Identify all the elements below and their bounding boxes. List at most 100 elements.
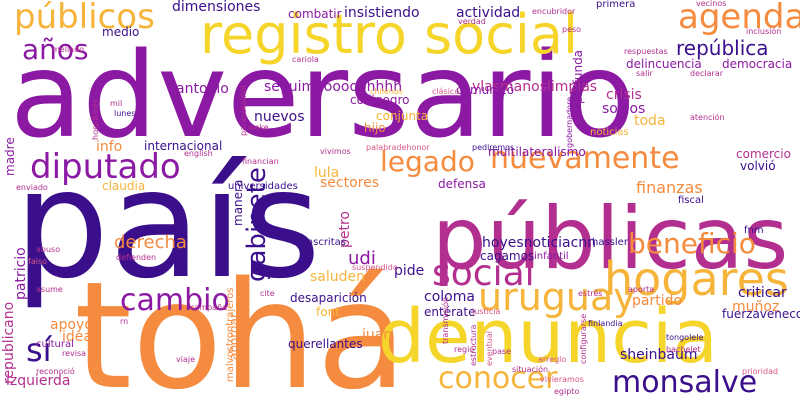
word-gobernadore: gobernadore — [565, 96, 574, 148]
word-querellantes: querellantes — [288, 337, 363, 351]
word-udi: udi — [348, 248, 376, 269]
word-madre: madre — [3, 137, 17, 176]
word-ylasmanoslimpias: ylasmanoslimpias — [472, 79, 598, 95]
word-monsalve: monsalve — [612, 365, 758, 400]
word-defienden: defienden — [116, 253, 157, 262]
word-antonio: antonio — [176, 81, 229, 97]
word-sheinbaum: sheinbaum — [620, 347, 698, 363]
word-bachelet: bachelet — [666, 345, 701, 354]
word-english: english — [184, 149, 213, 158]
word-mil: mil — [110, 99, 123, 108]
word-verdad: verdad — [458, 17, 486, 26]
word-codigoqro: códigoqro — [350, 93, 410, 107]
word-publicos: públicos — [14, 0, 155, 37]
word-conocer: conocer — [438, 361, 558, 396]
word-cagamos: cagamos — [480, 249, 535, 263]
word-adversario: adversario — [10, 26, 636, 164]
word-situacion: situación — [512, 365, 549, 374]
word-hogares: hogares — [604, 252, 789, 306]
word-primera: primera — [596, 0, 636, 10]
word-profunda: profunda — [571, 49, 585, 104]
word-volvio: volvió — [740, 159, 776, 173]
word-rn: rn — [120, 317, 129, 326]
word-cultural: cultural — [36, 339, 74, 350]
word-nuevos: nuevos — [254, 109, 305, 125]
word-apoyo: apoyo — [50, 317, 93, 333]
word-campana: campaña — [190, 303, 228, 312]
word-arreglo: arreglo — [538, 355, 567, 364]
word-cambio: cambio — [120, 283, 230, 318]
word-partido: partido — [632, 293, 683, 309]
word-vivimos: vivimos — [320, 147, 351, 156]
word-egipto: egipto — [554, 387, 580, 396]
word-prioridad: prioridad — [742, 367, 779, 376]
word-justicia: justicia — [472, 307, 501, 316]
word-toda: toda — [634, 113, 666, 129]
word-finanzas: finanzas — [636, 178, 703, 197]
word-republica: república — [676, 36, 769, 60]
word-falso: falso — [28, 257, 48, 266]
word-pide: pide — [394, 263, 425, 279]
word-inscritas: inscritas — [304, 237, 346, 248]
word-pase: pase — [492, 347, 512, 356]
word-noticias: noticias — [590, 127, 629, 138]
word-configurarse: configurarse — [579, 313, 588, 364]
word-abuso: abuso — [36, 245, 61, 254]
word-comunico: comunicó — [456, 83, 515, 97]
word-infantil: infantil — [534, 251, 569, 262]
word-universidades: universidades — [228, 181, 298, 192]
word-estres: estrés — [578, 289, 603, 298]
word-hospitales: hospitales — [91, 99, 100, 140]
word-patricio: patricio — [13, 247, 29, 300]
word-mellado: mellado — [52, 45, 85, 54]
word-pediremos: pediremos — [472, 143, 515, 152]
word-inclusion: inclusión — [746, 27, 782, 36]
word-viaje: viaje — [176, 355, 196, 364]
word-finlandia: finlandia — [588, 319, 623, 328]
word-anos: años — [22, 33, 89, 66]
word-claudia: claudia — [102, 179, 146, 193]
word-publicas: públicas — [432, 189, 789, 289]
word-respuestas: respuestas — [624, 47, 668, 56]
word-social: social — [432, 253, 535, 294]
word-cariola: cariola — [292, 55, 319, 64]
word-internacional: internacional — [144, 139, 223, 153]
word-info: info — [96, 139, 123, 155]
word-coloma: coloma — [424, 289, 475, 305]
word-dimensiones: dimensiones — [172, 0, 261, 15]
word-legado: legado — [380, 145, 475, 178]
word-sectores: sectores — [320, 175, 380, 191]
word-derecha: derecha — [114, 232, 187, 253]
word-reconocio: reconoció — [36, 367, 75, 376]
word-idea: idea — [62, 329, 92, 345]
word-saluden: saluden — [310, 269, 366, 285]
word-regio: regio — [454, 345, 475, 354]
word-nuevamente: nuevamente — [490, 141, 680, 176]
word-chilenos: chilenos — [370, 87, 403, 96]
word-comercio: comercio — [736, 147, 791, 161]
word-lunes: lunes — [114, 109, 136, 118]
word-tongolele: tongolele — [666, 333, 704, 342]
word-estructura: estructura — [469, 324, 478, 366]
word-crisis: crisis — [606, 87, 642, 103]
word-juan: juan — [362, 327, 393, 343]
word-hoyesnoticiacnn: hoyesnoticiacnn — [482, 235, 597, 251]
word-hijo: hijo — [364, 121, 386, 135]
word-transmision: transmisión — [441, 297, 450, 344]
word-socios: socios — [602, 101, 646, 117]
word-vecinos: vecinos — [696, 0, 727, 8]
word-font: font — [316, 305, 340, 319]
word-delincuencia: delincuencia — [626, 57, 702, 71]
word-atencion: atención — [690, 113, 725, 122]
word-toha: tohá — [74, 250, 408, 400]
word-munoz: muñoz — [732, 299, 780, 315]
word-financian: financian — [242, 157, 279, 166]
word-desaparicion: desaparición — [290, 291, 367, 305]
word-fiscal: fiscal — [678, 195, 704, 206]
word-agenda: agenda — [678, 0, 800, 37]
word-republicano: republicano — [1, 301, 17, 384]
word-suspendido: suspendido — [352, 263, 398, 272]
word-medio: medio — [102, 25, 140, 39]
word-salir: salir — [636, 69, 653, 78]
